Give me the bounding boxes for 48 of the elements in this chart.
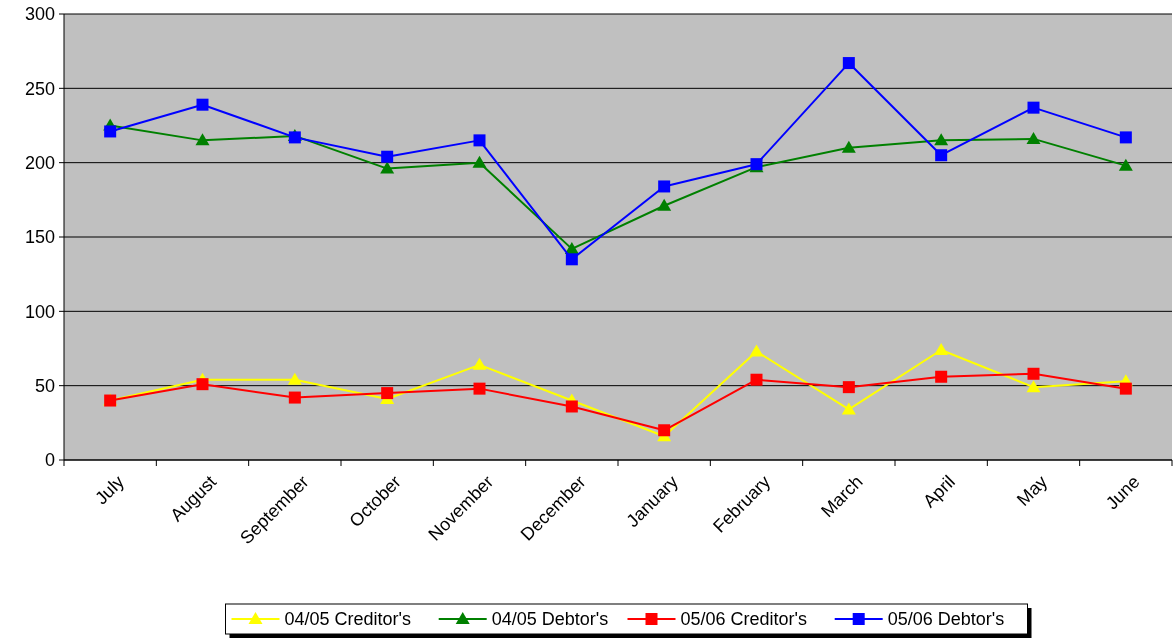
- point: [473, 382, 486, 395]
- point: [1119, 131, 1132, 144]
- point: [842, 381, 855, 394]
- point: [565, 400, 578, 413]
- point: [1027, 101, 1040, 114]
- point: [381, 150, 394, 163]
- y-tick-label: 250: [24, 78, 55, 99]
- point: [935, 370, 948, 383]
- point: [657, 198, 672, 211]
- point: [1118, 158, 1133, 171]
- point: [1027, 367, 1040, 380]
- point: [381, 387, 394, 400]
- point: [104, 125, 117, 138]
- point: [287, 372, 302, 385]
- y-tick-label: 300: [24, 4, 55, 25]
- y-tick-label: 0: [44, 450, 55, 471]
- point: [841, 402, 856, 415]
- legend-label: 04/05 Debtor's: [491, 609, 609, 630]
- y-tick-label: 150: [24, 227, 55, 248]
- point: [749, 344, 764, 357]
- point: [473, 134, 486, 147]
- point: [1026, 131, 1041, 144]
- y-tick-label: 200: [24, 152, 55, 173]
- legend-label: 05/06 Creditor's: [680, 609, 808, 630]
- point: [1119, 382, 1132, 395]
- point: [1026, 380, 1041, 393]
- point: [196, 378, 209, 391]
- legend-label: 04/05 Creditor's: [284, 609, 412, 630]
- point: [658, 424, 671, 437]
- legend-label: 05/06 Debtor's: [887, 609, 1005, 630]
- y-tick-label: 50: [34, 375, 55, 396]
- point: [934, 133, 949, 146]
- point: [935, 149, 948, 162]
- point: [380, 161, 395, 174]
- x-tick-label: July: [91, 471, 128, 509]
- point: [658, 180, 671, 193]
- point: [565, 253, 578, 266]
- point: [195, 133, 210, 146]
- point: [750, 373, 763, 386]
- point: [472, 357, 487, 370]
- point: [934, 342, 949, 355]
- point: [288, 391, 301, 404]
- point: [841, 140, 856, 153]
- x-tick-label: May: [1013, 471, 1052, 510]
- point: [842, 57, 855, 70]
- y-tick-label: 100: [24, 301, 55, 322]
- point: [472, 155, 487, 168]
- point: [196, 98, 209, 111]
